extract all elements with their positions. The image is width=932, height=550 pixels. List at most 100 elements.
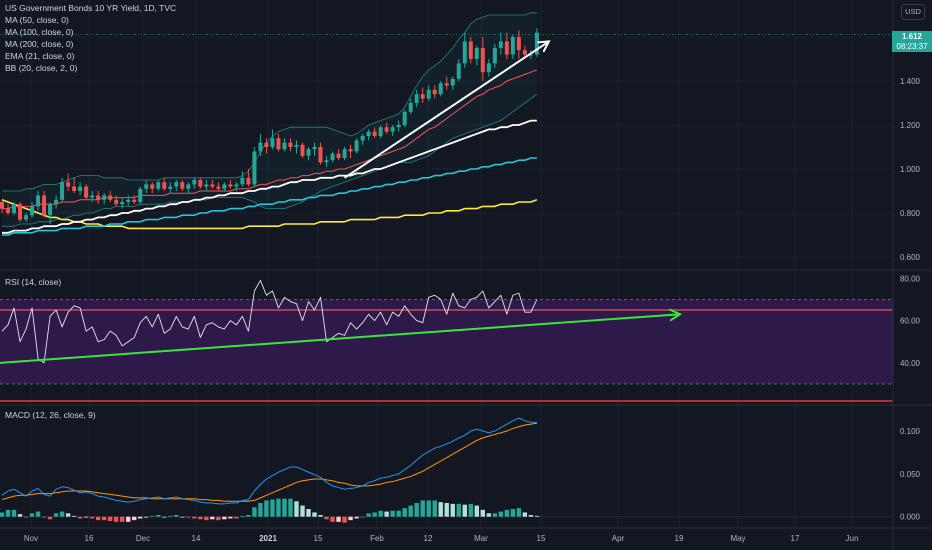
candle-body bbox=[294, 144, 299, 147]
macd-histogram-bar bbox=[390, 510, 395, 517]
candle-body bbox=[528, 54, 533, 56]
ema21-line bbox=[2, 157, 537, 236]
macd-histogram-bar bbox=[300, 505, 305, 517]
macd-panel[interactable] bbox=[0, 417, 893, 523]
macd-histogram-bar bbox=[306, 509, 311, 517]
macd-histogram-bar bbox=[150, 515, 155, 517]
x-tick-label: 15 bbox=[314, 534, 323, 543]
legend-ema21[interactable]: EMA (21, close, 0) bbox=[5, 51, 75, 61]
macd-histogram-bar bbox=[342, 516, 347, 523]
macd-histogram-bar bbox=[132, 516, 137, 521]
candle-body bbox=[414, 94, 419, 103]
candle-body bbox=[474, 48, 479, 59]
candle-body bbox=[486, 63, 491, 73]
macd-histogram-bar bbox=[234, 516, 239, 519]
candle-body bbox=[270, 138, 275, 147]
legend-macd[interactable]: MACD (12, 26, close, 9) bbox=[5, 410, 96, 420]
macd-tick-label: 0.100 bbox=[900, 427, 921, 436]
candle-body bbox=[114, 199, 119, 205]
x-tick-label: Nov bbox=[24, 534, 38, 543]
candle-body bbox=[354, 140, 359, 152]
macd-histogram-bar bbox=[468, 503, 473, 517]
macd-histogram-bar bbox=[474, 505, 479, 517]
x-tick-label: 2021 bbox=[259, 534, 277, 543]
macd-histogram-bar bbox=[168, 515, 173, 517]
candle-body bbox=[390, 127, 395, 132]
macd-histogram-bar bbox=[252, 507, 257, 517]
macd-histogram-bar bbox=[240, 515, 245, 517]
macd-histogram-bar bbox=[360, 516, 365, 518]
legend-ma100[interactable]: MA (100, close, 0) bbox=[5, 27, 74, 37]
macd-histogram-bar bbox=[528, 515, 534, 517]
candle-body bbox=[378, 127, 383, 136]
candle-body bbox=[84, 186, 89, 198]
candle-body bbox=[120, 202, 125, 205]
macd-histogram-bar bbox=[450, 503, 455, 517]
macd-tick-label: 0.050 bbox=[900, 470, 921, 479]
candle-body bbox=[450, 78, 455, 86]
macd-histogram-bar bbox=[216, 516, 221, 521]
macd-tick-label: 0.000 bbox=[900, 513, 921, 522]
legend-rsi[interactable]: RSI (14, close) bbox=[5, 277, 62, 287]
rsi-band bbox=[0, 299, 893, 384]
macd-histogram-bar bbox=[456, 503, 461, 517]
candle-body bbox=[324, 160, 329, 163]
legend-ma50[interactable]: MA (50, close, 0) bbox=[5, 15, 69, 25]
macd-histogram-bar bbox=[113, 516, 119, 522]
candle-body bbox=[90, 195, 95, 198]
candle-body bbox=[108, 195, 113, 200]
macd-histogram-bar bbox=[174, 515, 179, 517]
candle-body bbox=[396, 125, 401, 128]
macd-histogram-bar bbox=[426, 500, 431, 517]
candle-body bbox=[318, 147, 323, 163]
macd-histogram-bar bbox=[35, 511, 41, 517]
macd-histogram-bar bbox=[384, 511, 389, 517]
candle-body bbox=[480, 48, 485, 73]
candle-body bbox=[288, 142, 293, 147]
grid-lines bbox=[0, 0, 893, 528]
currency-button[interactable]: USD bbox=[901, 4, 925, 20]
macd-histogram-bar bbox=[378, 510, 383, 517]
macd-line bbox=[1, 417, 537, 505]
candle-body bbox=[420, 94, 425, 99]
legend-ma200[interactable]: MA (200, close, 0) bbox=[5, 39, 74, 49]
candle-body bbox=[366, 131, 371, 136]
macd-histogram-bar bbox=[120, 516, 125, 522]
candle-body bbox=[342, 149, 347, 158]
macd-histogram-bar bbox=[516, 508, 522, 517]
candle-body bbox=[246, 177, 251, 185]
legend-bb[interactable]: BB (20, close, 2, 0) bbox=[5, 63, 78, 73]
macd-histogram-bar bbox=[222, 516, 227, 520]
rsi-panel[interactable] bbox=[0, 280, 893, 402]
candle-body bbox=[384, 127, 389, 132]
candle-body bbox=[312, 147, 317, 150]
candle-body bbox=[96, 195, 101, 200]
macd-histogram-bar bbox=[498, 511, 504, 517]
trend-arrow-line bbox=[344, 40, 550, 179]
macd-histogram-bar bbox=[480, 509, 485, 517]
candle-body bbox=[282, 142, 287, 150]
macd-histogram-bar bbox=[276, 498, 281, 517]
macd-histogram-bar bbox=[180, 516, 185, 518]
candle-body bbox=[60, 182, 65, 200]
x-tick-label: Dec bbox=[136, 534, 150, 543]
rsi-line bbox=[1, 280, 538, 364]
price-panel[interactable] bbox=[0, 12, 893, 236]
candle-body bbox=[168, 186, 173, 189]
macd-histogram-bar bbox=[107, 516, 113, 521]
candle-body bbox=[198, 180, 203, 187]
candle-body bbox=[336, 153, 341, 158]
macd-histogram-bar bbox=[396, 510, 401, 517]
macd-histogram-bar bbox=[330, 516, 335, 522]
macd-histogram-bar bbox=[258, 503, 263, 517]
chart-title: US Government Bonds 10 YR Yield, 1D, TVC bbox=[5, 3, 177, 13]
macd-histogram-bar bbox=[492, 513, 498, 517]
candle-body bbox=[48, 204, 53, 216]
x-tick-label: 17 bbox=[791, 534, 800, 543]
macd-histogram-bar bbox=[534, 515, 540, 517]
candle-body bbox=[156, 182, 161, 189]
candle-body bbox=[54, 199, 59, 205]
macd-histogram-bar bbox=[162, 516, 167, 518]
macd-histogram-bar bbox=[366, 513, 371, 517]
